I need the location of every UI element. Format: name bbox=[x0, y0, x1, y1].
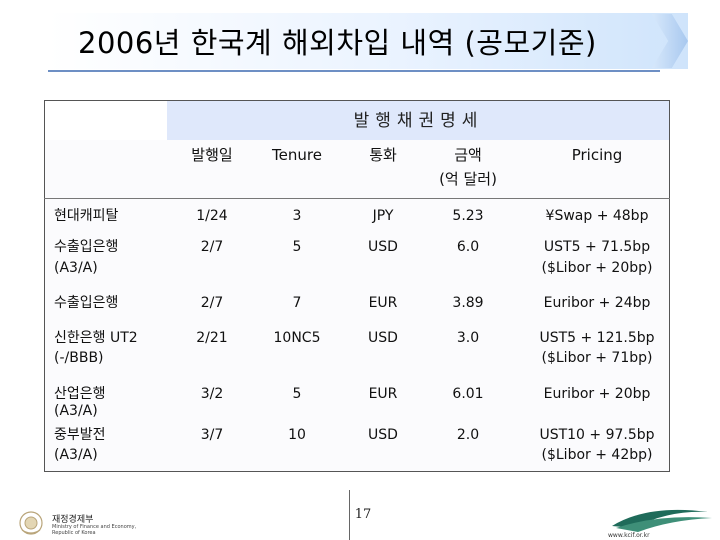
currency-value: JPY bbox=[372, 208, 394, 224]
pricing-libor: ($Libor + 71bp) bbox=[541, 350, 653, 366]
page-title: 2006년 한국계 해외차입 내역 (공모기준) bbox=[78, 26, 597, 60]
issuer-rating: (A3/A) bbox=[54, 447, 98, 463]
issuance-group-header bbox=[167, 100, 670, 140]
tenure-value: 10 bbox=[288, 427, 306, 443]
issuer-rating: (A3/A) bbox=[54, 403, 98, 419]
government-emblem-icon bbox=[19, 511, 43, 535]
issuer-name: 중부발전 bbox=[54, 427, 106, 443]
pricing-value: ¥Swap + 48bp bbox=[545, 208, 649, 224]
title-underline bbox=[48, 70, 660, 72]
corner-url: www.kcif.or.kr bbox=[608, 532, 650, 539]
page-number-divider bbox=[349, 490, 350, 540]
currency-value: USD bbox=[368, 427, 398, 443]
pricing-value: Euribor + 20bp bbox=[543, 386, 651, 402]
currency-value: EUR bbox=[368, 295, 398, 311]
issuer-rating: (-/BBB) bbox=[54, 350, 104, 366]
col-header-currency: 통화 bbox=[369, 146, 397, 164]
pricing-value: Euribor + 24bp bbox=[543, 295, 651, 311]
pricing-libor: ($Libor + 20bp) bbox=[541, 260, 653, 276]
issue-date: 2/7 bbox=[200, 239, 224, 255]
amount-value: 3.89 bbox=[452, 295, 484, 311]
tenure-value: 7 bbox=[292, 295, 302, 311]
currency-value: USD bbox=[368, 330, 398, 346]
tenure-value: 10NC5 bbox=[273, 330, 321, 346]
issuance-group-label: 발행채권명세 bbox=[353, 111, 484, 131]
footer-org-name-english: Ministry of Finance and Economy, Republi… bbox=[52, 524, 137, 536]
issuer-name: 산업은행 bbox=[54, 386, 106, 402]
issue-date: 3/2 bbox=[200, 386, 224, 402]
issue-date: 1/24 bbox=[196, 208, 228, 224]
currency-value: EUR bbox=[368, 386, 398, 402]
page-number: 17 bbox=[354, 507, 372, 522]
currency-value: USD bbox=[368, 239, 398, 255]
swoosh-logo-icon bbox=[612, 509, 712, 532]
amount-value: 3.0 bbox=[456, 330, 480, 346]
table-frame bbox=[44, 100, 670, 472]
issuer-name: 신한은행 UT2 bbox=[54, 330, 138, 346]
col-header-pricing: Pricing bbox=[571, 146, 623, 164]
header-divider bbox=[44, 198, 670, 199]
amount-value: 5.23 bbox=[452, 208, 484, 224]
col-header-amount: 금액 bbox=[454, 146, 482, 164]
pricing-value: UST5 + 71.5bp bbox=[543, 239, 651, 255]
issuer-name: 수출입은행 bbox=[54, 295, 119, 311]
tenure-value: 5 bbox=[292, 239, 302, 255]
pricing-value: UST5 + 121.5bp bbox=[539, 330, 655, 346]
col-header-tenure: Tenure bbox=[272, 146, 322, 164]
tenure-value: 5 bbox=[292, 386, 302, 402]
col-header-date: 발행일 bbox=[191, 146, 233, 164]
issuer-name: 수출입은행 bbox=[54, 239, 119, 255]
footer-org-name: 재정경제부 bbox=[52, 515, 94, 525]
title-bar bbox=[48, 13, 688, 69]
issue-date: 3/7 bbox=[200, 427, 224, 443]
issue-date: 2/7 bbox=[200, 295, 224, 311]
issue-date: 2/21 bbox=[196, 330, 228, 346]
amount-value: 6.0 bbox=[456, 239, 480, 255]
tenure-value: 3 bbox=[292, 208, 302, 224]
pricing-libor: ($Libor + 42bp) bbox=[541, 447, 653, 463]
issuer-name: 현대캐피탈 bbox=[54, 208, 119, 224]
col-header-amount-unit: (억 달러) bbox=[439, 170, 497, 188]
pricing-value: UST10 + 97.5bp bbox=[539, 427, 655, 443]
table-body-background bbox=[44, 140, 670, 472]
amount-value: 2.0 bbox=[456, 427, 480, 443]
amount-value: 6.01 bbox=[452, 386, 484, 402]
issuer-rating: (A3/A) bbox=[54, 260, 98, 276]
